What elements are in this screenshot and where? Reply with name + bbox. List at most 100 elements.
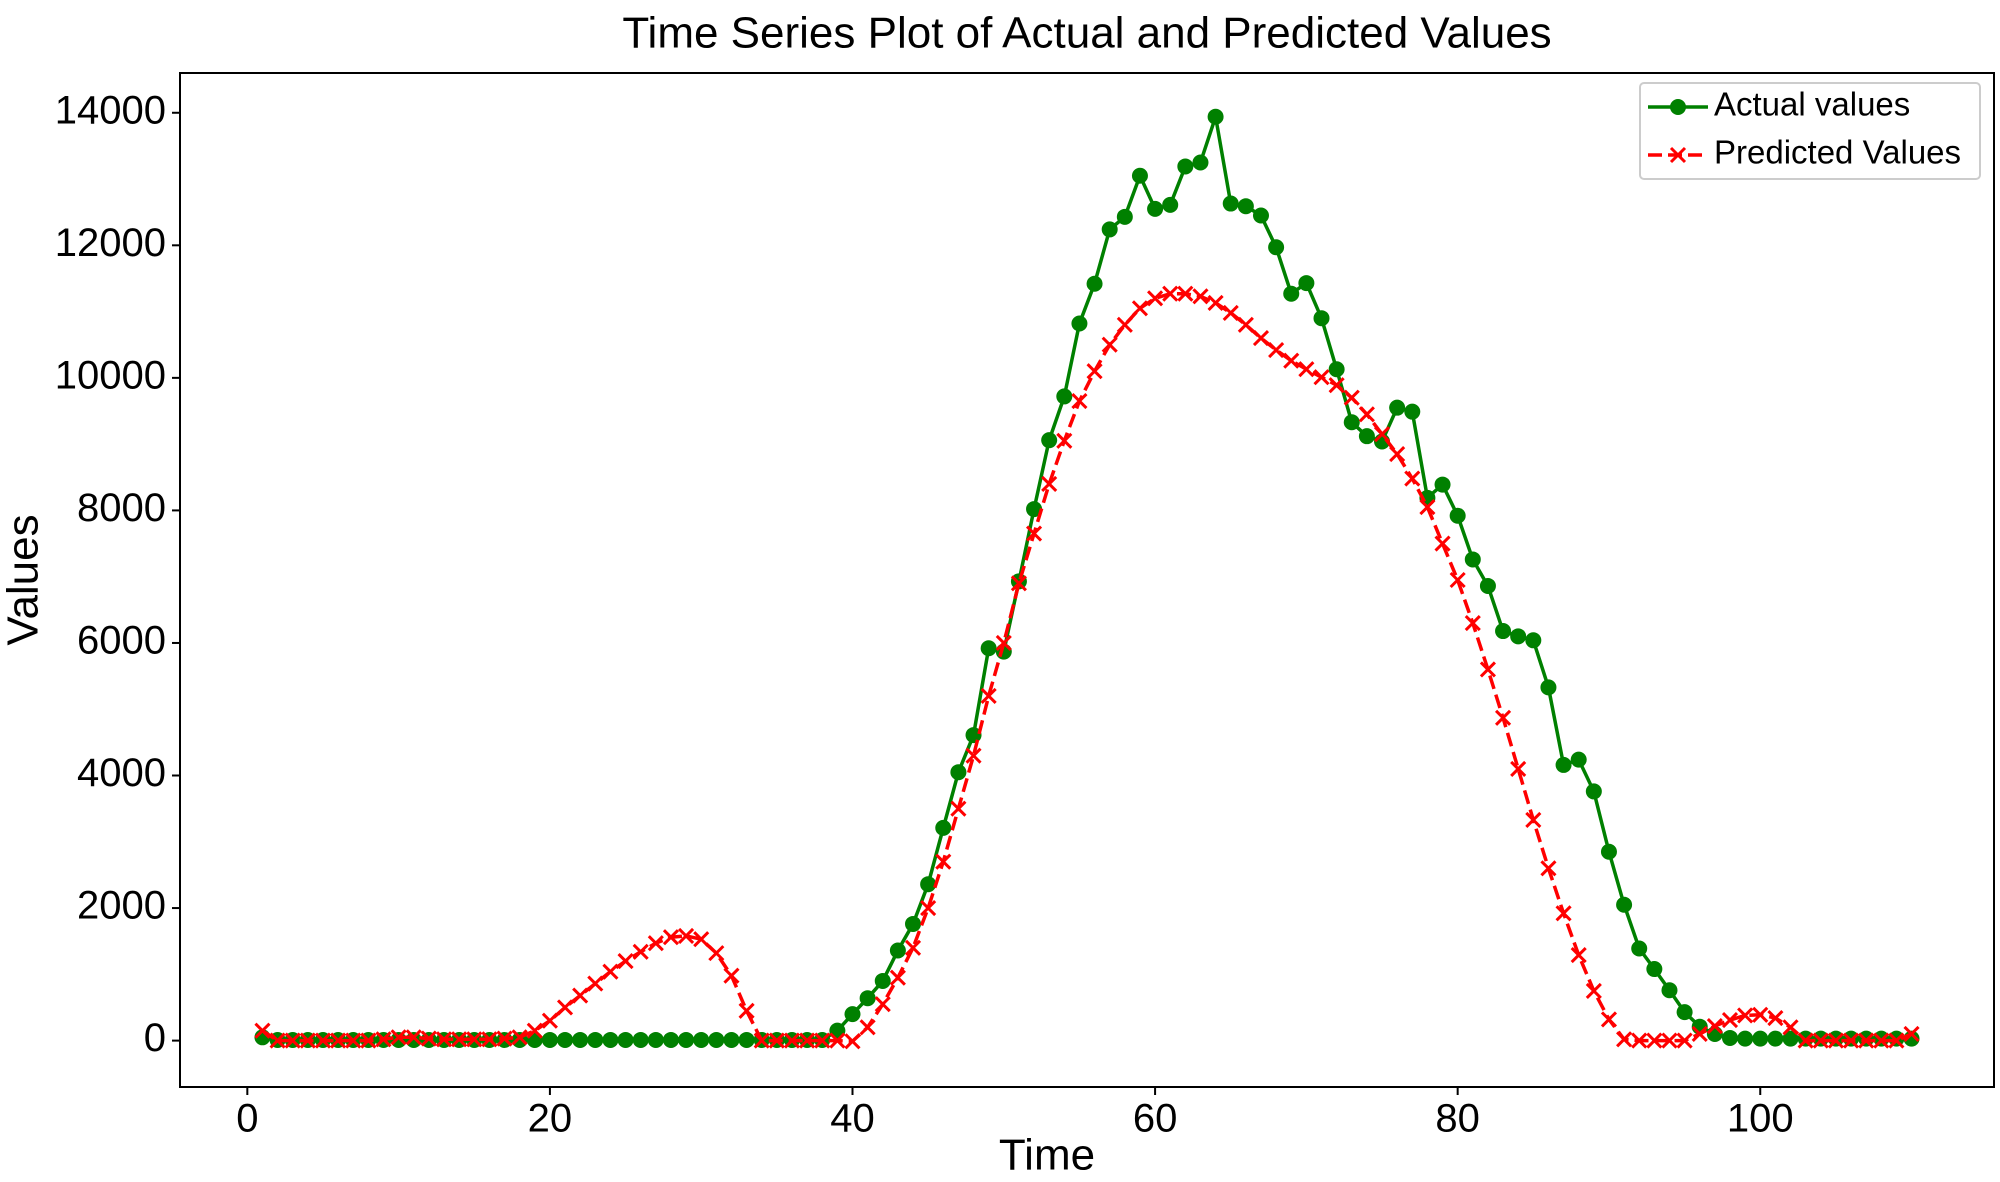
point [1026,501,1043,518]
point [451,1031,468,1048]
point [1313,310,1330,327]
point [1600,843,1617,860]
point [920,876,937,893]
point [1207,108,1224,125]
point [557,1031,574,1048]
point [844,1033,861,1050]
point [481,1031,498,1048]
point [405,1029,422,1046]
y-tick-label: 6000 [77,619,166,663]
point [1056,432,1073,449]
point [935,819,952,836]
point [1510,760,1527,777]
point [1147,200,1164,217]
y-tick-label: 4000 [77,751,166,795]
x-tick-label: 20 [528,1097,573,1141]
point [723,967,740,984]
point [662,929,680,946]
point [1207,294,1224,312]
point [1525,632,1542,649]
point [1237,198,1254,215]
point [1404,403,1421,420]
point [783,1032,801,1049]
point [1298,361,1315,378]
point [1328,377,1345,394]
point [1101,336,1118,353]
y-tick-label: 0 [144,1016,166,1060]
point [1827,1032,1844,1049]
point [1449,507,1466,524]
point [678,927,695,944]
y-axis-label: Values [0,514,48,645]
point [1101,221,1118,238]
point [1071,315,1088,332]
point [360,1032,377,1049]
point [254,1022,271,1039]
point [1147,290,1164,307]
point [723,1031,740,1048]
point [541,1012,558,1029]
point [556,999,574,1016]
point [390,1029,407,1046]
point [1661,1032,1678,1049]
point [1616,1031,1633,1048]
point [375,1031,392,1048]
x-tick-label: 80 [1435,1097,1480,1141]
point [874,996,891,1013]
y-tick-label: 2000 [77,884,166,928]
point [1358,428,1375,445]
point [1903,1025,1920,1043]
plot-frame [179,72,1995,1088]
point [541,1031,558,1048]
point [572,1031,589,1048]
point [1752,1006,1769,1023]
point [1313,369,1330,386]
point [602,1031,619,1048]
legend-label: Predicted Values [1714,134,1961,171]
point [1389,446,1406,463]
point [345,1032,362,1049]
point [1086,275,1103,292]
point [1131,167,1148,184]
point [299,1032,316,1049]
point [859,1019,876,1036]
point [1691,1025,1708,1043]
point [632,943,649,960]
point [1721,1011,1739,1029]
point [1888,1032,1905,1049]
point [678,1031,695,1048]
point [1782,1030,1799,1047]
point [1010,575,1027,592]
point [1404,470,1421,487]
point [1071,392,1088,410]
point [980,687,997,705]
point [799,1032,816,1049]
point [859,990,876,1007]
point [1343,389,1360,406]
point [1631,1032,1648,1049]
point [1721,1029,1738,1046]
point [1162,196,1179,213]
point [1131,300,1149,317]
point [1298,275,1315,292]
point [874,972,891,989]
y-tick-label: 8000 [77,486,166,530]
point [1237,316,1254,333]
point [1252,330,1270,347]
point [1222,195,1239,212]
point [1116,316,1133,333]
point [844,1006,861,1023]
x-tick-label: 100 [1727,1097,1794,1141]
point [1495,623,1512,640]
point [587,1031,604,1048]
point [1025,525,1043,542]
point [1782,1019,1799,1036]
point [1056,388,1073,405]
point [693,931,710,948]
point [1116,208,1133,225]
point [1479,577,1496,594]
y-tick-label: 10000 [55,353,166,397]
point [980,640,997,657]
point [1358,406,1375,423]
